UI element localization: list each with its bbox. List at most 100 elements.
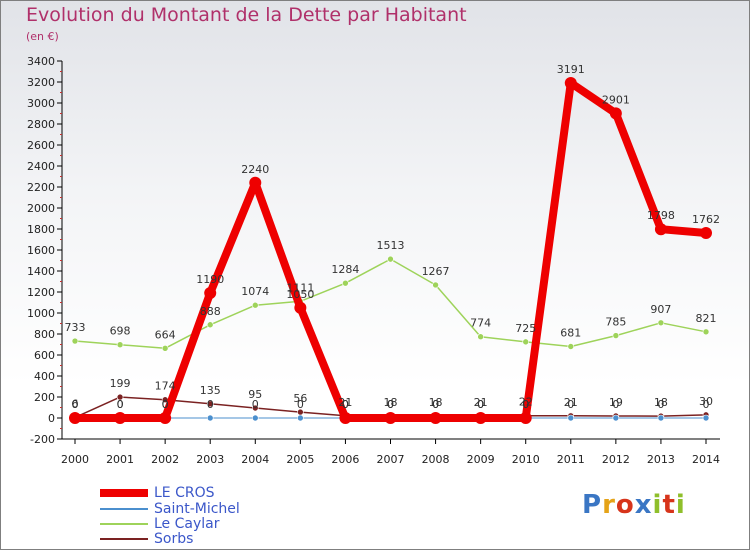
x-tick-label: 2001 [106,453,134,466]
x-tick-label: 2009 [467,453,495,466]
data-point-le-caylar [387,255,394,263]
y-tick-label: 2000 [27,202,55,215]
data-label-le-cros: 0 [72,398,79,411]
data-label-le-caylar: 664 [155,328,176,341]
x-tick-label: 2004 [241,453,269,466]
data-point-saint-michel [657,414,665,422]
data-point-sorbs [206,400,214,408]
legend-item-le-cros: LE CROS [100,485,215,501]
data-point-le-cros [339,412,352,424]
data-label-le-cros: 0 [432,398,439,411]
legend-swatch-saint-michel [100,508,148,510]
data-label-le-cros: 2901 [602,93,630,106]
data-point-sorbs [251,404,259,412]
data-point-le-cros [159,412,172,424]
data-label-sorbs: 199 [110,377,131,390]
data-point-le-caylar [206,321,214,329]
data-label-saint-michel: 0 [612,398,619,411]
data-label-le-cros: 1762 [692,213,720,226]
data-label-saint-michel: 0 [522,398,529,411]
y-tick-label: 2400 [27,160,55,173]
legend-swatch-le-cros [100,489,148,497]
x-tick-label: 2005 [286,453,314,466]
data-label-le-caylar: 698 [110,325,131,338]
data-label-le-caylar: 733 [65,321,86,334]
x-tick-label: 2002 [151,453,179,466]
legend-swatch-le-caylar [100,523,148,525]
data-label-saint-michel: 0 [297,398,304,411]
data-point-le-cros [609,107,622,120]
y-tick-label: 2800 [27,118,55,131]
data-label-le-caylar: 907 [650,303,671,316]
data-label-saint-michel: 0 [117,398,124,411]
data-point-sorbs [116,393,124,401]
data-label-sorbs: 135 [200,384,221,397]
data-point-saint-michel [612,414,620,422]
data-label-sorbs: 21 [564,396,578,409]
data-label-saint-michel: 0 [387,398,394,411]
data-label-sorbs: 18 [429,396,443,409]
data-point-le-caylar [161,344,169,352]
legend-label-sorbs: Sorbs [154,531,194,547]
data-point-le-cros [429,412,442,424]
data-label-saint-michel: 0 [342,398,349,411]
x-tick-label: 2000 [61,453,89,466]
data-label-le-cros: 0 [387,398,394,411]
data-label-le-caylar: 774 [470,317,491,330]
data-point-le-cros [700,226,712,239]
data-point-saint-michel [702,414,710,422]
x-tick-label: 2012 [602,453,630,466]
y-tick-label: 1000 [27,307,55,320]
legend-swatch-sorbs [100,538,148,540]
y-tick-label: 1600 [27,244,55,257]
data-label-le-caylar: 681 [560,326,581,339]
data-label-le-cros: 1190 [196,273,224,286]
x-tick-label: 2011 [557,453,585,466]
data-label-saint-michel: 0 [207,398,214,411]
data-label-sorbs: 18 [654,396,668,409]
chart-title: Evolution du Montant de la Dette par Hab… [26,4,467,26]
data-label-le-caylar: 1513 [377,239,405,252]
data-label-le-caylar: 1111 [286,281,314,294]
data-point-le-caylar [567,343,575,350]
data-label-le-cros: 0 [117,398,124,411]
data-point-le-caylar [522,338,530,346]
data-label-le-caylar: 785 [605,316,626,329]
data-point-le-cros [204,287,217,300]
data-label-sorbs: 19 [609,396,623,409]
data-point-saint-michel [297,414,304,422]
data-label-le-caylar: 1284 [331,263,359,276]
data-label-sorbs: 21 [474,396,488,409]
data-label-saint-michel: 0 [162,398,169,411]
data-label-sorbs: 30 [699,395,713,408]
legend-label-le-caylar: Le Caylar [154,516,220,532]
data-point-le-caylar [342,279,349,287]
y-tick-label: 1800 [27,223,55,236]
data-point-le-caylar [477,333,484,341]
data-point-le-cros [654,223,667,236]
data-label-sorbs: 22 [519,396,533,409]
x-tick-label: 2010 [512,453,540,466]
data-point-le-caylar [251,301,259,309]
data-label-saint-michel: 0 [477,398,484,411]
data-point-le-cros [519,412,532,424]
legend-item-le-caylar: Le Caylar [100,516,220,532]
data-point-le-caylar [612,332,620,339]
proxiti-logo: Proxiti [582,490,686,520]
y-tick-label: 800 [34,328,55,341]
legend-label-saint-michel: Saint-Michel [154,501,240,517]
data-point-le-caylar [702,328,710,336]
data-label-sorbs: 18 [384,396,398,409]
y-tick-label: 3000 [27,97,55,110]
data-label-sorbs: 6 [72,397,79,410]
data-label-sorbs: 95 [248,388,262,401]
data-label-le-caylar: 725 [515,322,536,335]
y-tick-label: 3200 [27,76,55,89]
y-tick-label: 1400 [27,265,55,278]
x-tick-label: 2006 [331,453,359,466]
data-label-le-cros: 1798 [647,209,675,222]
data-label-le-cros: 0 [342,398,349,411]
data-label-le-cros: 1050 [286,288,314,301]
data-label-le-cros: 0 [162,398,169,411]
x-tick-label: 2003 [196,453,224,466]
